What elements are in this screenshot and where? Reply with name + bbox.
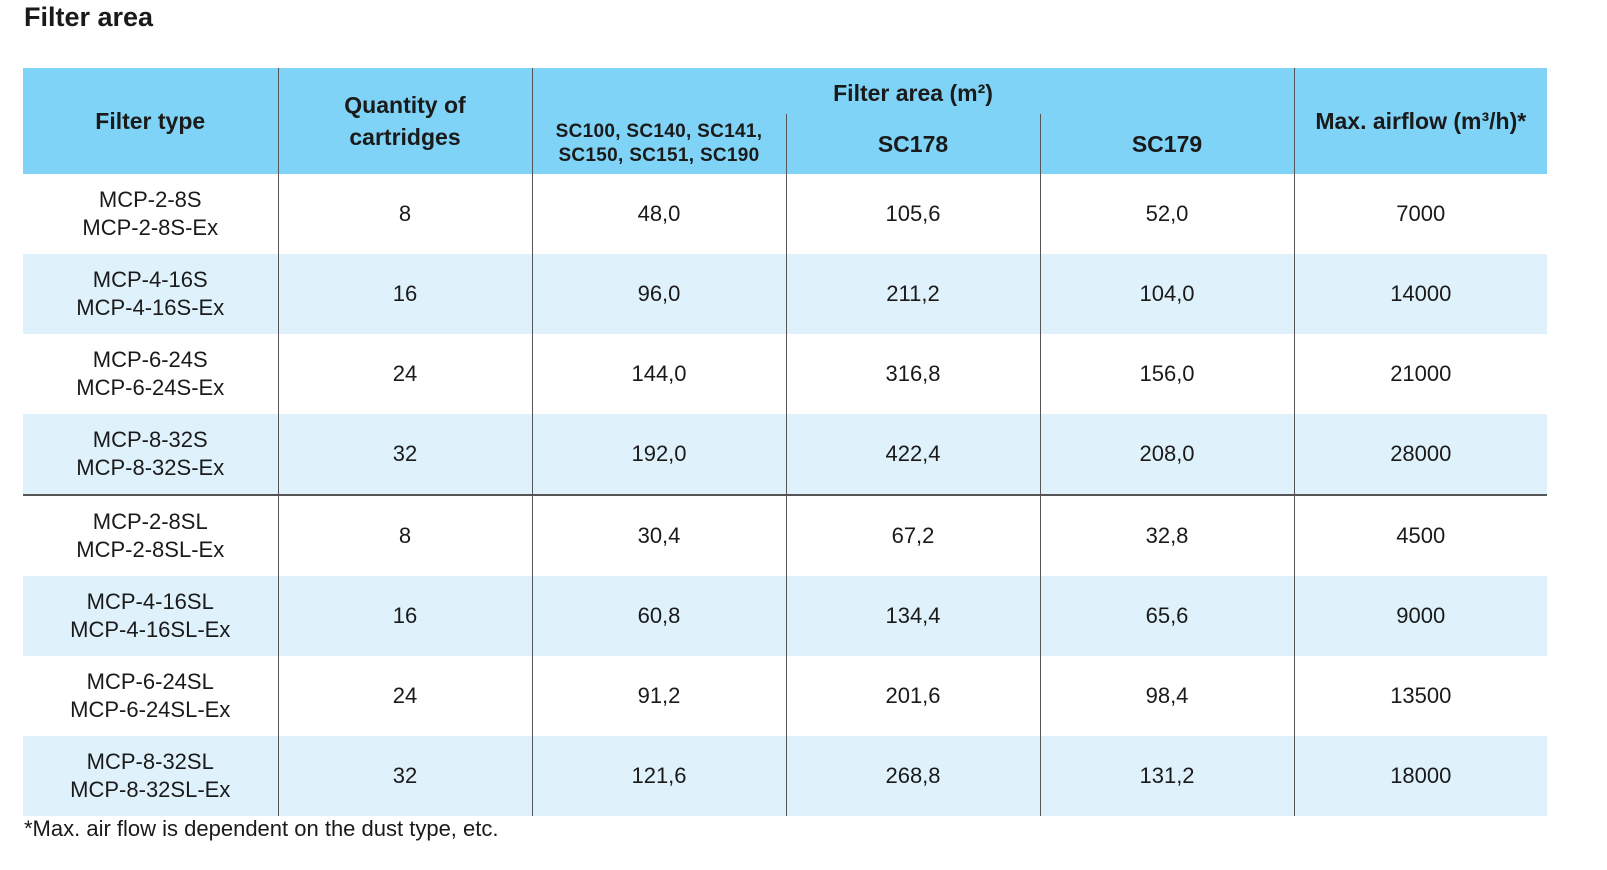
filter-type-name: MCP-8-32S <box>92 427 208 452</box>
cell-area-sc100: 144,0 <box>532 334 787 414</box>
filter-type-ex-name: MCP-6-24S-Ex <box>76 375 225 400</box>
header-area-sc179: SC179 <box>1040 114 1295 174</box>
cell-area-sc179: 208,0 <box>1040 414 1295 495</box>
cell-area-sc178: 268,8 <box>786 736 1041 816</box>
cell-area-sc179: 104,0 <box>1040 254 1295 334</box>
header-quantity: Quantity of cartridges <box>278 68 533 174</box>
filter-type-ex-name: MCP-8-32SL-Ex <box>70 777 231 802</box>
header-area-sc100-group: SC100, SC140, SC141, SC150, SC151, SC190 <box>532 114 787 174</box>
cell-quantity: 8 <box>278 174 533 254</box>
cell-area-sc100: 48,0 <box>532 174 787 254</box>
table-row: MCP-4-16S MCP-4-16S-Ex 16 96,0 211,2 104,… <box>23 254 1548 334</box>
filter-type-name: MCP-4-16SL <box>86 589 214 614</box>
table-body: MCP-2-8S MCP-2-8S-Ex 8 48,0 105,6 52,0 70… <box>23 174 1548 816</box>
cell-area-sc178: 67,2 <box>786 494 1041 576</box>
cell-max-airflow: 4500 <box>1294 494 1548 576</box>
cell-area-sc179: 52,0 <box>1040 174 1295 254</box>
cell-quantity: 16 <box>278 576 533 656</box>
cell-area-sc100: 96,0 <box>532 254 787 334</box>
filter-type-ex-name: MCP-2-8SL-Ex <box>76 537 225 562</box>
cell-max-airflow: 14000 <box>1294 254 1548 334</box>
cell-max-airflow: 18000 <box>1294 736 1548 816</box>
table-row: MCP-6-24S MCP-6-24S-Ex 24 144,0 316,8 156… <box>23 334 1548 414</box>
table-row: MCP-4-16SL MCP-4-16SL-Ex 16 60,8 134,4 65… <box>23 576 1548 656</box>
table-row: MCP-2-8SL MCP-2-8SL-Ex 8 30,4 67,2 32,8 4… <box>23 494 1548 576</box>
cell-area-sc100: 60,8 <box>532 576 787 656</box>
cell-area-sc100: 30,4 <box>532 494 787 576</box>
table-row: MCP-6-24SL MCP-6-24SL-Ex 24 91,2 201,6 98… <box>23 656 1548 736</box>
filter-type-ex-name: MCP-2-8S-Ex <box>82 215 219 240</box>
page-title: Filter area <box>24 2 154 32</box>
cell-area-sc100: 91,2 <box>532 656 787 736</box>
filter-type-ex-name: MCP-4-16SL-Ex <box>70 617 231 642</box>
cell-area-sc179: 156,0 <box>1040 334 1295 414</box>
filter-type-name: MCP-6-24S <box>92 347 208 372</box>
cell-area-sc178: 211,2 <box>786 254 1041 334</box>
cell-max-airflow: 13500 <box>1294 656 1548 736</box>
cell-area-sc178: 105,6 <box>786 174 1041 254</box>
filter-type-name: MCP-6-24SL <box>86 669 214 694</box>
filter-type-name: MCP-2-8S <box>98 187 202 212</box>
table-row: MCP-8-32S MCP-8-32S-Ex 32 192,0 422,4 208… <box>23 414 1548 495</box>
cell-filter-type: MCP-2-8SL MCP-2-8SL-Ex <box>23 494 279 576</box>
cell-max-airflow: 21000 <box>1294 334 1548 414</box>
header-filter-area-group: Filter area (m²) <box>532 68 1295 114</box>
filter-type-name: MCP-2-8SL <box>92 509 208 534</box>
cell-filter-type: MCP-8-32S MCP-8-32S-Ex <box>23 414 279 495</box>
cell-filter-type: MCP-2-8S MCP-2-8S-Ex <box>23 174 279 254</box>
cell-filter-type: MCP-6-24S MCP-6-24S-Ex <box>23 334 279 414</box>
filter-type-ex-name: MCP-4-16S-Ex <box>76 295 225 320</box>
header-max-airflow: Max. airflow (m³/h)* <box>1294 68 1548 174</box>
cell-max-airflow: 7000 <box>1294 174 1548 254</box>
cell-filter-type: MCP-8-32SL MCP-8-32SL-Ex <box>23 736 279 816</box>
filter-type-ex-name: MCP-6-24SL-Ex <box>70 697 231 722</box>
filter-type-name: MCP-4-16S <box>92 267 208 292</box>
cell-area-sc179: 65,6 <box>1040 576 1295 656</box>
header-area-sc178: SC178 <box>786 114 1041 174</box>
cell-filter-type: MCP-4-16S MCP-4-16S-Ex <box>23 254 279 334</box>
cell-quantity: 32 <box>278 414 533 495</box>
cell-quantity: 8 <box>278 494 533 576</box>
cell-area-sc178: 201,6 <box>786 656 1041 736</box>
cell-quantity: 32 <box>278 736 533 816</box>
filter-area-table: Filter type Quantity of cartridges Filte… <box>23 68 1548 816</box>
cell-area-sc179: 98,4 <box>1040 656 1295 736</box>
header-area-sc100-label: SC100, SC140, SC141, SC150, SC151, SC190 <box>555 121 763 166</box>
table-row: MCP-2-8S MCP-2-8S-Ex 8 48,0 105,6 52,0 70… <box>23 174 1548 254</box>
cell-max-airflow: 9000 <box>1294 576 1548 656</box>
table-row: MCP-8-32SL MCP-8-32SL-Ex 32 121,6 268,8 1… <box>23 736 1548 816</box>
table-header: Filter type Quantity of cartridges Filte… <box>23 68 1548 174</box>
cell-max-airflow: 28000 <box>1294 414 1548 495</box>
cell-filter-type: MCP-6-24SL MCP-6-24SL-Ex <box>23 656 279 736</box>
cell-quantity: 24 <box>278 656 533 736</box>
filter-type-name: MCP-8-32SL <box>86 749 214 774</box>
cell-area-sc100: 121,6 <box>532 736 787 816</box>
header-filter-type: Filter type <box>23 68 279 174</box>
cell-area-sc179: 131,2 <box>1040 736 1295 816</box>
cell-area-sc178: 422,4 <box>786 414 1041 495</box>
header-quantity-label: Quantity of cartridges <box>344 92 466 150</box>
cell-filter-type: MCP-4-16SL MCP-4-16SL-Ex <box>23 576 279 656</box>
cell-quantity: 24 <box>278 334 533 414</box>
filter-type-ex-name: MCP-8-32S-Ex <box>76 455 225 480</box>
footnote: *Max. air flow is dependent on the dust … <box>24 816 499 841</box>
cell-area-sc179: 32,8 <box>1040 494 1295 576</box>
cell-area-sc178: 316,8 <box>786 334 1041 414</box>
cell-area-sc178: 134,4 <box>786 576 1041 656</box>
cell-area-sc100: 192,0 <box>532 414 787 495</box>
cell-quantity: 16 <box>278 254 533 334</box>
